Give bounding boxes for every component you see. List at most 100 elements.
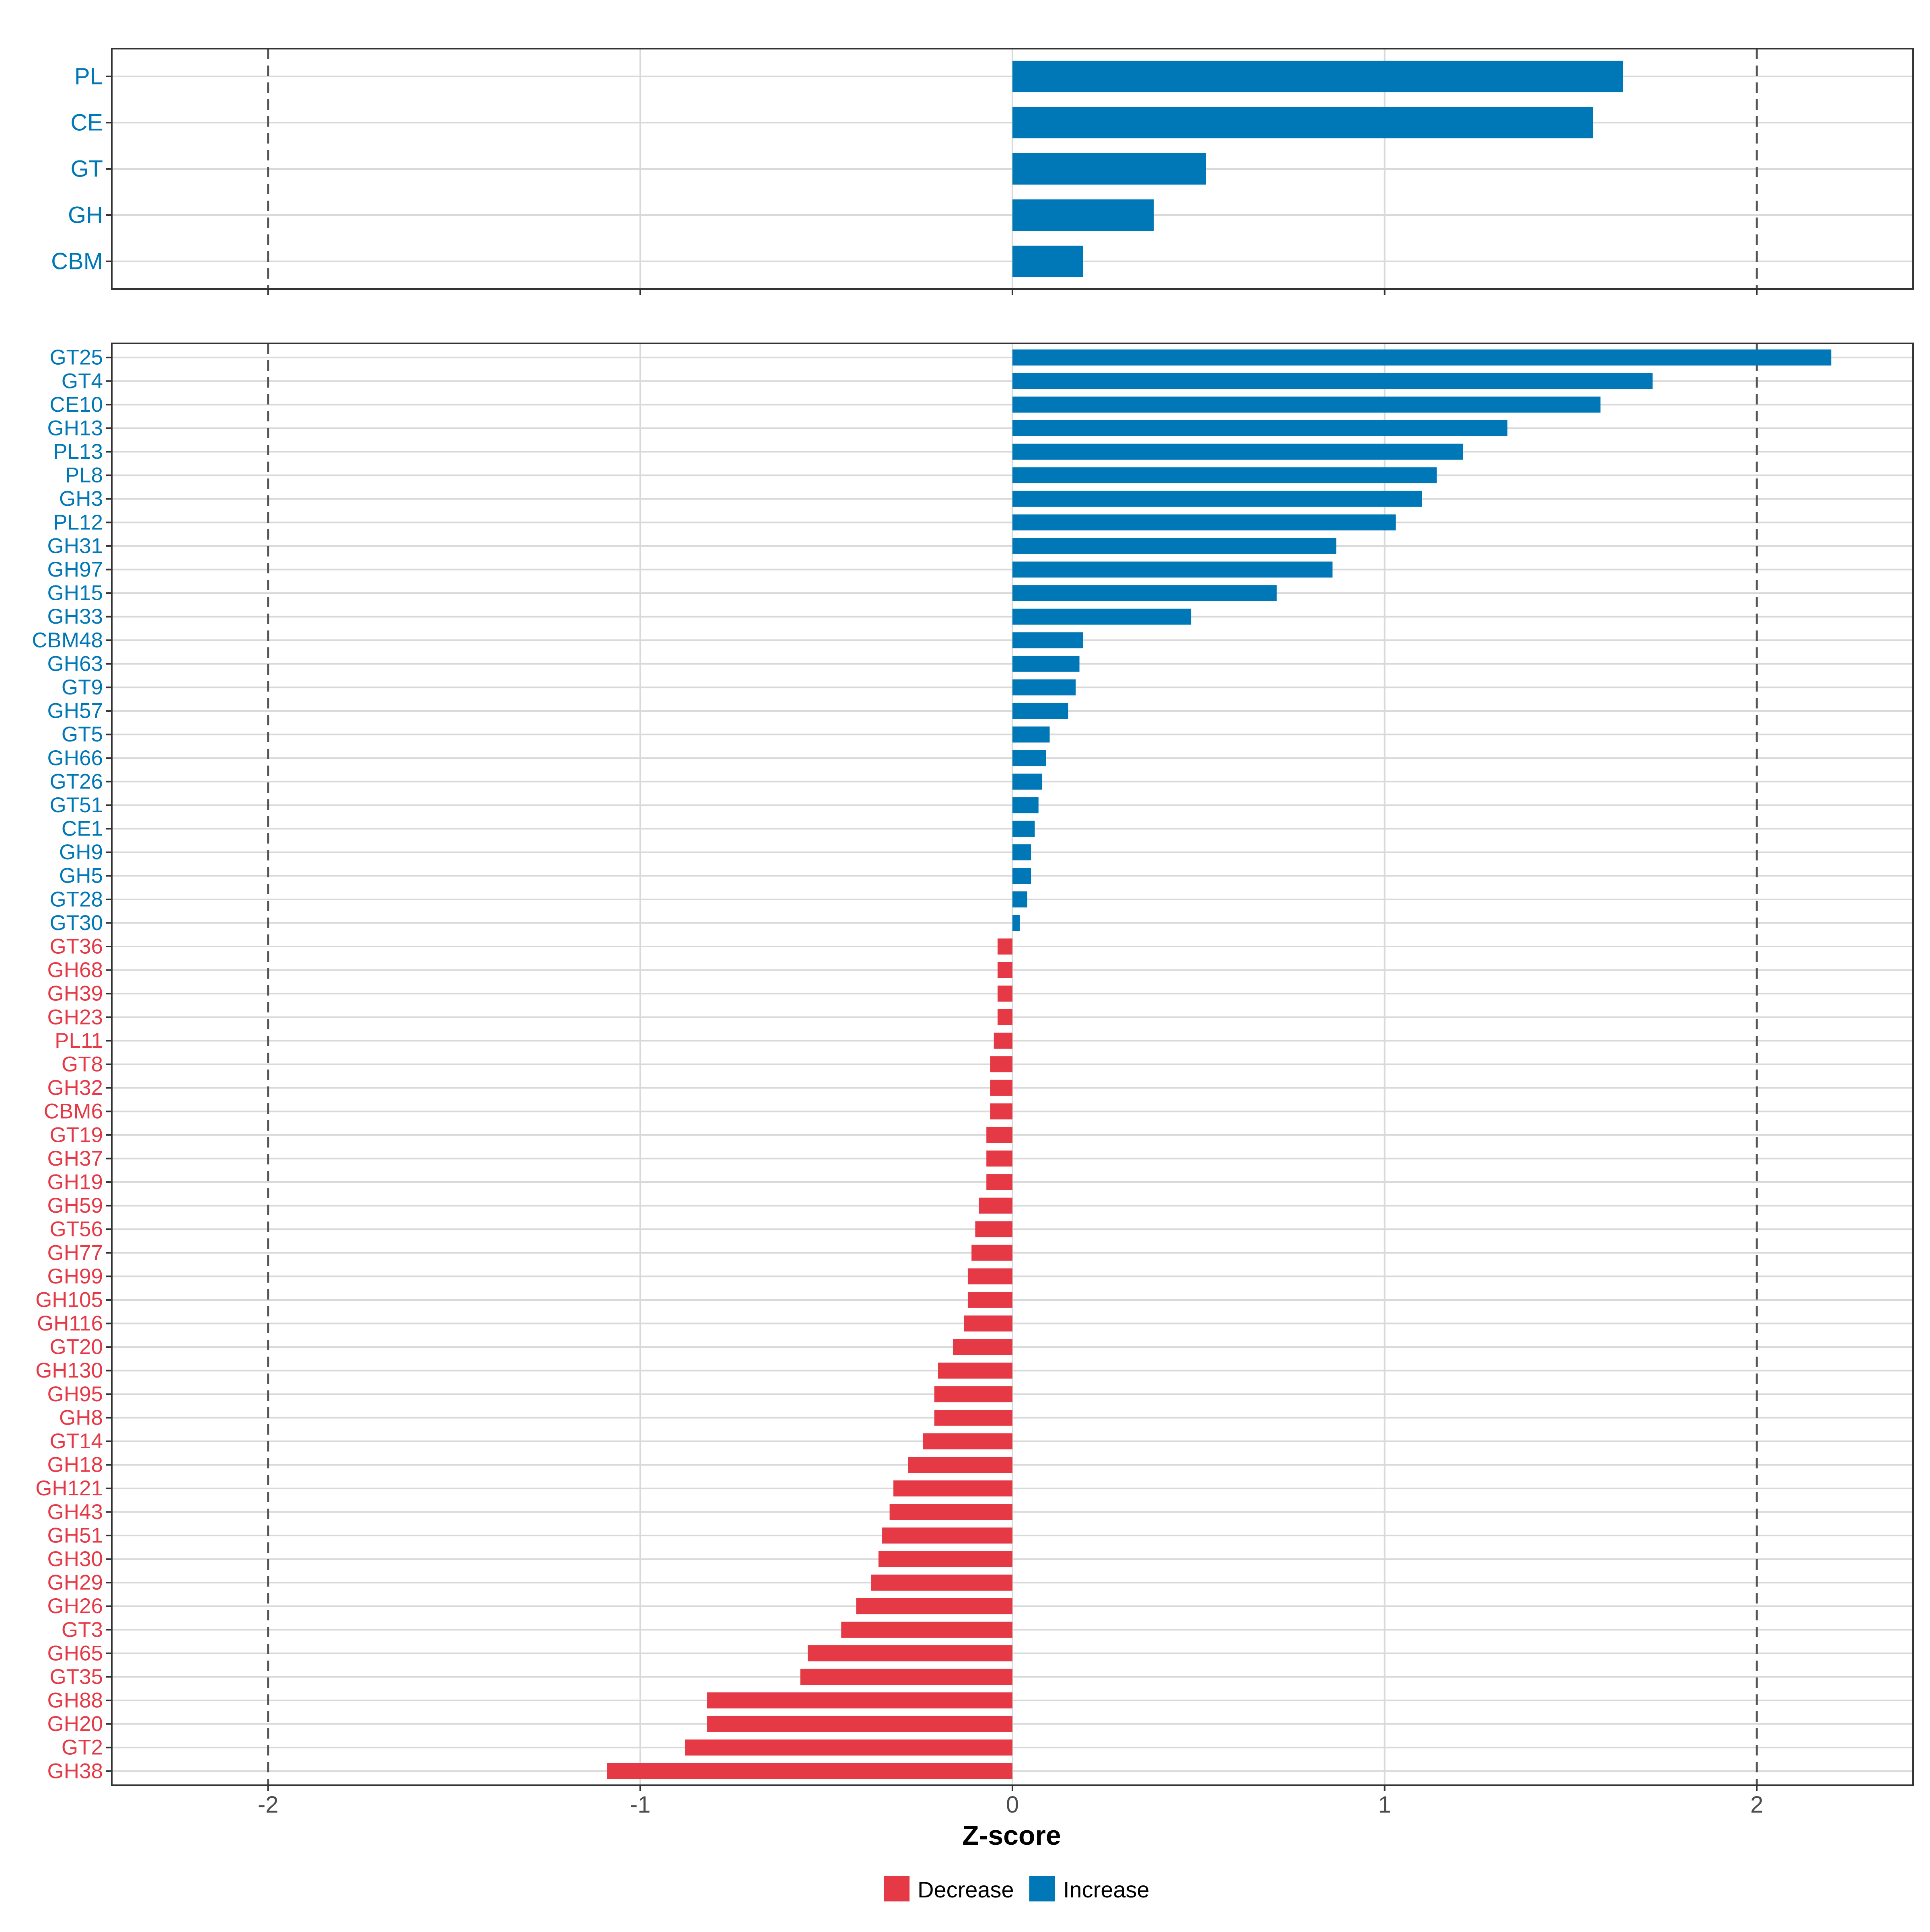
bar-gt <box>1012 153 1206 185</box>
bar-gh <box>1012 199 1154 231</box>
x-axis: -2 -1 0 1 2 <box>258 1792 1763 1818</box>
family-label: CE10 <box>49 393 103 417</box>
bar-gh30 <box>878 1551 1012 1567</box>
legend-swatch-increase <box>1029 1876 1055 1901</box>
legend: Decrease Increase <box>884 1876 1150 1902</box>
family-label: GH99 <box>47 1265 103 1288</box>
family-label: GT8 <box>62 1053 103 1076</box>
family-label: GH5 <box>59 864 103 888</box>
bar-gh9 <box>1012 844 1031 860</box>
family-label: GT9 <box>62 675 103 699</box>
family-label: GH65 <box>47 1641 103 1665</box>
bar-gh59 <box>979 1197 1012 1214</box>
bar-gh95 <box>934 1386 1012 1402</box>
bar-gt9 <box>1012 679 1076 696</box>
bar-gh18 <box>908 1457 1012 1473</box>
bar-gh15 <box>1012 585 1277 602</box>
bar-pl11 <box>994 1033 1012 1049</box>
family-label: GT4 <box>62 369 103 393</box>
bar-gt8 <box>990 1056 1012 1072</box>
bar-gh121 <box>893 1480 1012 1497</box>
bar-gh99 <box>967 1268 1012 1285</box>
bar-gh88 <box>707 1692 1012 1708</box>
bar-gh116 <box>964 1315 1012 1332</box>
bar-pl8 <box>1012 467 1437 484</box>
family-label: GT5 <box>62 723 103 746</box>
family-label: GH97 <box>47 558 103 581</box>
family-label: GH29 <box>47 1571 103 1595</box>
bar-gh19 <box>986 1174 1012 1190</box>
bar-gh3 <box>1012 491 1422 507</box>
class-label: CBM <box>51 248 103 275</box>
family-label: PL12 <box>53 511 103 534</box>
family-label: GH30 <box>47 1547 103 1571</box>
family-label: CBM48 <box>32 628 103 652</box>
family-label: GH8 <box>59 1406 103 1429</box>
bar-gh37 <box>986 1150 1012 1167</box>
bar-gt19 <box>986 1127 1012 1143</box>
bar-gt56 <box>975 1221 1012 1238</box>
family-label: GH68 <box>47 958 103 982</box>
family-label: GH59 <box>47 1194 103 1218</box>
x-tick-label: 2 <box>1750 1792 1763 1818</box>
family-label: GT19 <box>49 1123 103 1147</box>
bar-gt20 <box>953 1339 1012 1355</box>
bar-gt5 <box>1012 726 1050 743</box>
bar-gh77 <box>971 1244 1012 1261</box>
bar-gt2 <box>685 1739 1012 1756</box>
x-axis-title: Z-score <box>962 1820 1061 1851</box>
bar-pl13 <box>1012 443 1463 460</box>
family-label: GH33 <box>47 605 103 628</box>
family-level-panel: GT25GT4CE10GH13PL13PL8GH3PL12GH31GH97GH1… <box>32 343 1914 1791</box>
bar-cbm48 <box>1012 632 1083 649</box>
class-label: GT <box>70 156 103 182</box>
family-label: GH105 <box>35 1288 103 1312</box>
bar-gh8 <box>934 1409 1012 1426</box>
bar-gt51 <box>1012 797 1039 813</box>
family-label: GH18 <box>47 1453 103 1477</box>
bar-gt26 <box>1012 773 1043 790</box>
bar-gt35 <box>800 1669 1012 1685</box>
bar-ce1 <box>1012 821 1035 837</box>
bar-gh97 <box>1012 561 1333 578</box>
family-label: PL13 <box>53 440 103 464</box>
family-label: GH57 <box>47 699 103 723</box>
family-label: GH39 <box>47 982 103 1006</box>
bar-pl12 <box>1012 514 1396 531</box>
bar-gh38 <box>607 1763 1012 1779</box>
bar-ce10 <box>1012 396 1601 413</box>
family-label: GT36 <box>49 935 103 959</box>
family-label: GT3 <box>62 1618 103 1642</box>
family-label: GT28 <box>49 887 103 911</box>
class-label: CE <box>70 110 103 136</box>
x-tick-label: -1 <box>630 1792 651 1818</box>
family-label: GH32 <box>47 1076 103 1100</box>
family-label: GH63 <box>47 652 103 675</box>
family-label: GH51 <box>47 1523 103 1547</box>
class-label: GH <box>68 202 103 228</box>
family-label: GH19 <box>47 1170 103 1194</box>
bar-cbm <box>1012 245 1083 277</box>
family-label: GH37 <box>47 1147 103 1170</box>
family-label: GH31 <box>47 534 103 558</box>
bar-gt25 <box>1012 349 1831 366</box>
family-label: GH116 <box>37 1312 103 1335</box>
bar-gt30 <box>1012 915 1020 931</box>
bar-gh26 <box>856 1598 1012 1614</box>
family-label: GH26 <box>47 1594 103 1618</box>
family-label: GH3 <box>59 487 103 511</box>
bar-gh29 <box>871 1575 1012 1591</box>
family-label: GH20 <box>47 1712 103 1736</box>
bar-gt28 <box>1012 891 1028 907</box>
family-label: CBM6 <box>44 1100 103 1123</box>
bar-gh51 <box>882 1527 1012 1544</box>
bar-gh33 <box>1012 608 1191 625</box>
legend-swatch-decrease <box>884 1876 910 1901</box>
family-label: GT30 <box>49 911 103 935</box>
family-label: PL11 <box>55 1029 103 1053</box>
bar-gt36 <box>997 938 1012 955</box>
family-label: GH88 <box>47 1689 103 1712</box>
family-label: GT2 <box>62 1736 103 1760</box>
bar-gt4 <box>1012 373 1653 389</box>
